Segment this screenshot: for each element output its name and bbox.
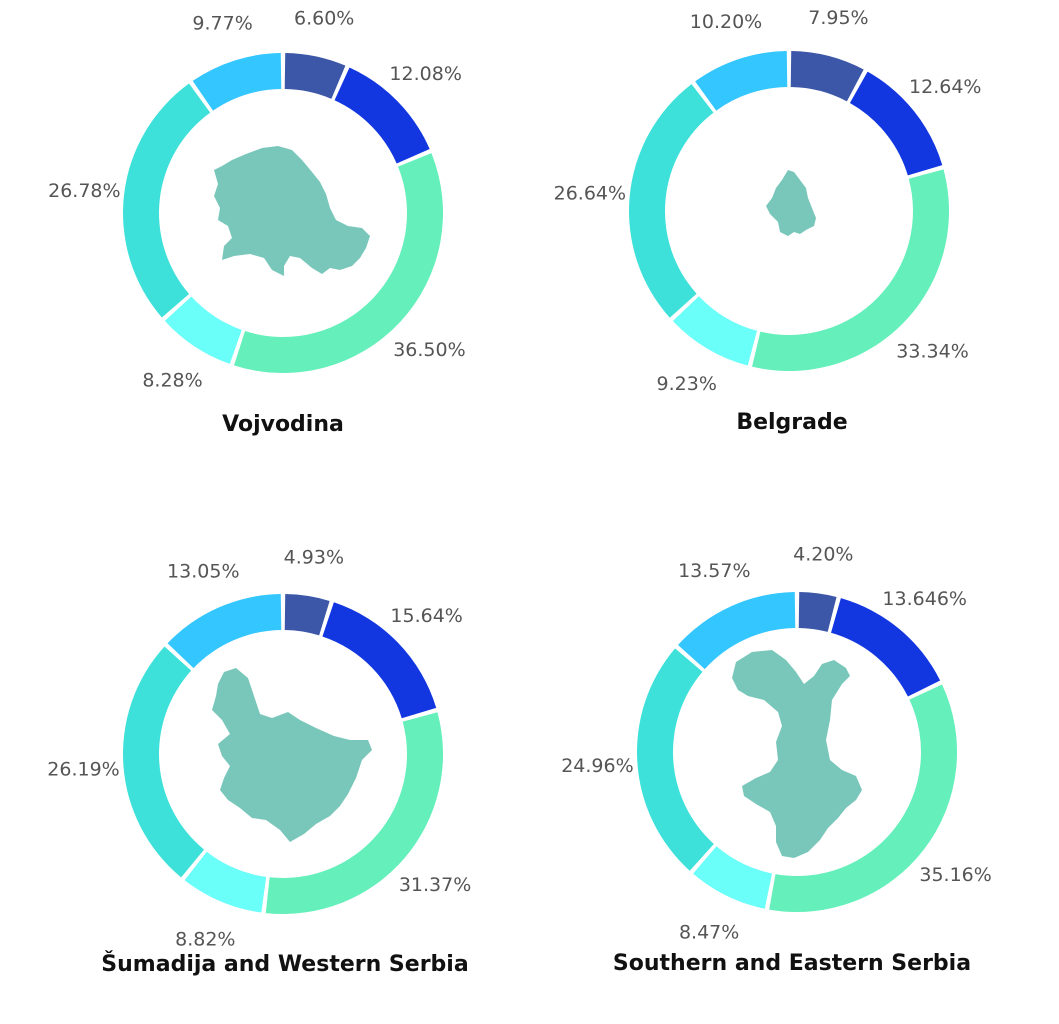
- donut-segment: [167, 594, 282, 669]
- donut-segment: [672, 296, 758, 366]
- chart-title: Southern and Eastern Serbia: [613, 951, 971, 976]
- donut-segment: [629, 84, 714, 318]
- segment-percent-label: 12.64%: [909, 76, 981, 98]
- donut-segment: [234, 153, 443, 373]
- donut-segment: [123, 646, 205, 878]
- segment-percent-label: 4.93%: [284, 546, 344, 568]
- segment-percent-label: 35.16%: [919, 864, 991, 886]
- donut-segment: [798, 592, 837, 632]
- donut-segment: [695, 51, 788, 111]
- region-map-belgrade: [766, 170, 816, 236]
- donut-chart-sumadija-western-serbia: 4.93% 15.64% 31.37% 8.82% 26.19% 13.05% Šumad…: [47, 546, 471, 977]
- segment-percent-label: 10.20%: [690, 11, 762, 33]
- segment-percent-label: 12.08%: [389, 63, 461, 85]
- segment-percent-label: 9.77%: [192, 12, 252, 34]
- segment-percent-label: 8.82%: [175, 928, 235, 950]
- segment-percent-label: 26.19%: [47, 758, 119, 780]
- segment-percent-label: 31.37%: [399, 874, 471, 896]
- donut-segment: [265, 712, 444, 914]
- region-map-sumadija-western-serbia: [212, 668, 372, 842]
- chart-title: Belgrade: [736, 410, 847, 435]
- donut-ring: 4.93% 15.64% 31.37% 8.82% 26.19% 13.05%: [47, 546, 471, 950]
- donut-chart-belgrade: 7.95% 12.64% 33.34% 9.23% 26.64% 10.20% Belgr…: [554, 7, 982, 435]
- donut-segment: [752, 169, 949, 371]
- donut-segment: [192, 53, 282, 111]
- segment-percent-label: 13.05%: [167, 561, 239, 583]
- segment-percent-label: 6.60%: [294, 7, 354, 29]
- segment-percent-label: 15.64%: [390, 605, 462, 627]
- donut-segment: [284, 53, 346, 99]
- donut-chart-southern-eastern-serbia: 4.20% 13.646% 35.16% 8.47% 24.96% 13.57% Sout…: [561, 544, 992, 976]
- donut-segment: [123, 83, 211, 318]
- segment-percent-label: 8.28%: [142, 370, 202, 392]
- chart-title: Šumadija and Western Serbia: [101, 951, 468, 977]
- donut-chart-vojvodina: 6.60% 12.08% 36.50% 8.28% 26.78% 9.77% Vojvod…: [48, 7, 466, 437]
- donut-segment: [678, 592, 796, 670]
- segment-percent-label: 13.646%: [882, 588, 967, 610]
- segment-percent-label: 33.34%: [896, 340, 968, 362]
- segment-percent-label: 24.96%: [561, 755, 633, 777]
- donut-segment: [184, 851, 267, 913]
- donut-ring: 7.95% 12.64% 33.34% 9.23% 26.64% 10.20%: [554, 7, 982, 395]
- region-map-southern-eastern-serbia: [732, 650, 862, 858]
- donut-segment: [164, 296, 242, 364]
- donut-segment: [849, 71, 943, 176]
- segment-percent-label: 9.23%: [657, 373, 717, 395]
- donut-ring: 6.60% 12.08% 36.50% 8.28% 26.78% 9.77%: [48, 7, 466, 391]
- donut-segment: [693, 846, 773, 909]
- donut-segment: [831, 598, 941, 697]
- donut-segment: [637, 648, 714, 871]
- segment-percent-label: 7.95%: [808, 7, 868, 29]
- donut-segment: [769, 684, 957, 912]
- segment-percent-label: 8.47%: [679, 922, 739, 944]
- donut-segment: [322, 602, 437, 719]
- segment-percent-label: 13.57%: [678, 560, 750, 582]
- donut-ring: 4.20% 13.646% 35.16% 8.47% 24.96% 13.57%: [561, 544, 992, 944]
- region-map-vojvodina: [214, 146, 370, 276]
- chart-title: Vojvodina: [222, 412, 344, 437]
- segment-percent-label: 36.50%: [393, 339, 465, 361]
- donut-segment: [284, 594, 330, 636]
- donut-segment: [334, 67, 430, 164]
- donut-segment: [790, 51, 864, 102]
- segment-percent-label: 4.20%: [793, 544, 853, 566]
- segment-percent-label: 26.78%: [48, 180, 120, 202]
- segment-percent-label: 26.64%: [554, 182, 626, 204]
